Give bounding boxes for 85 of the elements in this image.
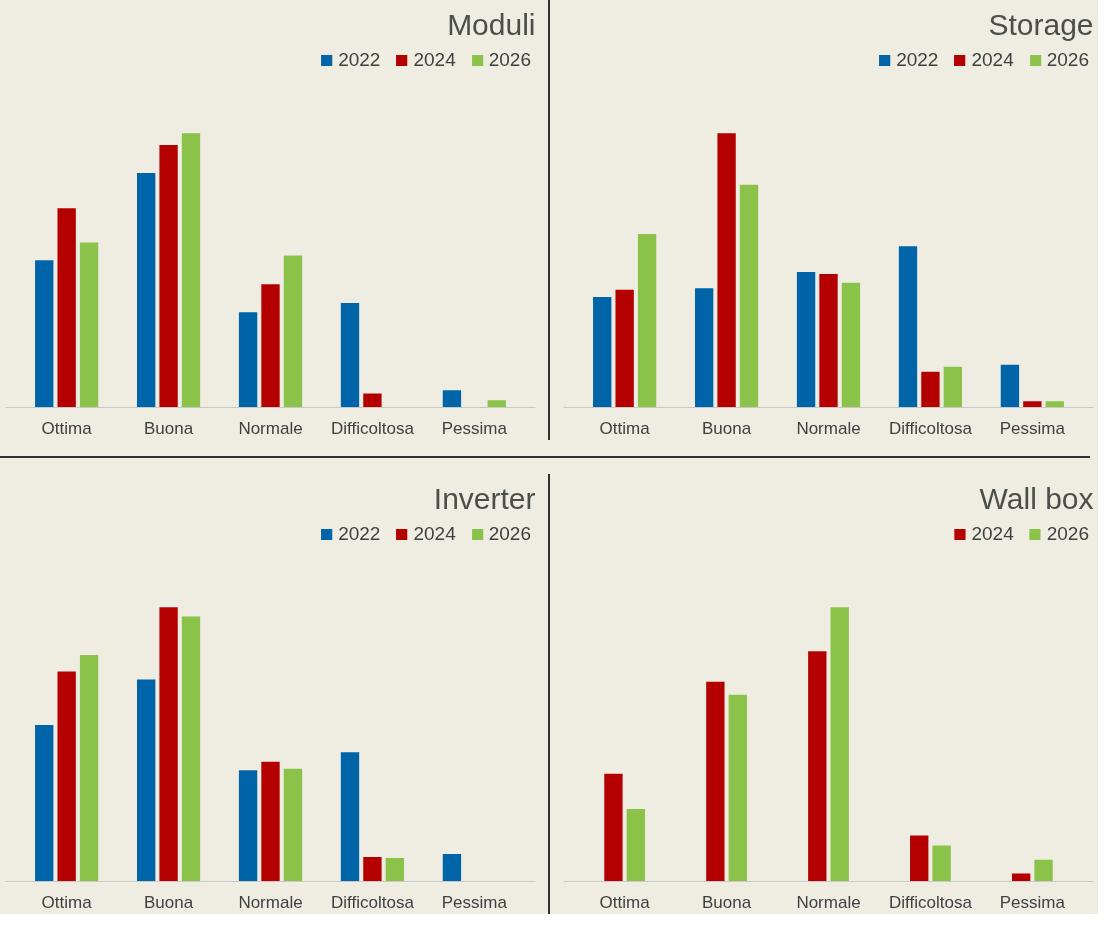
legend-label: 2024 — [413, 523, 456, 545]
x-tick-label: Difficoltosa — [331, 418, 415, 438]
x-tick-label: Normale — [238, 892, 303, 912]
bar — [238, 770, 258, 882]
bar — [1023, 401, 1042, 408]
legend-label: 2024 — [971, 523, 1014, 545]
legend-label: 2026 — [488, 49, 531, 71]
x-tick-label: Normale — [796, 892, 861, 912]
chart-title: Storage — [988, 7, 1094, 41]
legend-label: 2022 — [338, 523, 381, 545]
bar — [283, 768, 303, 882]
bar — [442, 854, 462, 882]
bar — [593, 296, 612, 408]
bar — [694, 288, 714, 408]
bar — [728, 694, 747, 882]
bar — [943, 366, 963, 408]
bar — [932, 845, 951, 882]
bar — [363, 393, 382, 408]
bar — [841, 282, 861, 408]
x-tick-label: Buona — [144, 418, 194, 438]
bar — [181, 133, 201, 408]
x-tick-label: Buona — [702, 892, 752, 912]
x-tick-label: Ottima — [599, 418, 651, 438]
x-tick-label: Difficoltosa — [331, 892, 415, 912]
chart-title: Wall box — [979, 481, 1094, 515]
chart-title: Inverter — [433, 481, 536, 515]
bar — [35, 724, 54, 882]
bar — [604, 773, 623, 882]
bar — [79, 242, 99, 408]
bar — [706, 681, 725, 882]
bar — [385, 857, 405, 882]
x-tick-label: Ottima — [41, 892, 93, 912]
bar — [1034, 859, 1053, 882]
x-tick-label: Normale — [796, 418, 861, 438]
legend-label: 2024 — [413, 49, 456, 71]
x-tick-label: Pessima — [999, 418, 1066, 438]
bar — [35, 260, 54, 408]
bar — [363, 857, 382, 882]
bar — [830, 607, 849, 882]
bar — [57, 671, 76, 882]
bar — [487, 400, 506, 408]
bar — [626, 809, 646, 882]
x-tick-label: Difficoltosa — [889, 418, 973, 438]
bar — [136, 679, 156, 882]
bar — [442, 390, 462, 408]
bar — [819, 273, 838, 408]
bar — [159, 145, 178, 408]
bar — [261, 284, 280, 408]
bar — [238, 312, 258, 408]
x-tick-label: Difficoltosa — [889, 892, 973, 912]
x-tick-label: Ottima — [599, 892, 651, 912]
bar — [136, 173, 156, 408]
bar — [159, 607, 178, 882]
chart-title: Moduli — [447, 7, 536, 41]
legend-label: 2026 — [1046, 49, 1089, 71]
x-tick-label: Pessima — [441, 892, 508, 912]
bar — [615, 289, 634, 408]
bar — [739, 184, 759, 408]
bar — [181, 616, 201, 882]
legend-label: 2022 — [338, 49, 381, 71]
x-tick-label: Pessima — [999, 892, 1066, 912]
x-tick-label: Pessima — [441, 418, 508, 438]
bar — [898, 246, 918, 408]
bar — [717, 133, 736, 408]
x-tick-label: Buona — [702, 418, 752, 438]
bar — [921, 371, 940, 408]
bar — [1000, 364, 1020, 408]
bar — [283, 255, 303, 408]
legend-label: 2026 — [1046, 523, 1089, 545]
x-tick-label: Buona — [144, 892, 194, 912]
legend-label: 2026 — [488, 523, 531, 545]
bar — [1045, 401, 1064, 408]
bar — [261, 761, 280, 882]
bar — [910, 835, 929, 882]
bar — [808, 651, 827, 882]
bar — [637, 233, 657, 408]
bar — [340, 752, 360, 882]
x-tick-label: Ottima — [41, 418, 93, 438]
bar — [340, 303, 360, 408]
bar — [796, 272, 816, 408]
bar — [79, 654, 99, 882]
legend-label: 2022 — [896, 49, 939, 71]
legend-label: 2024 — [971, 49, 1014, 71]
x-tick-label: Normale — [238, 418, 303, 438]
bar — [57, 208, 76, 408]
